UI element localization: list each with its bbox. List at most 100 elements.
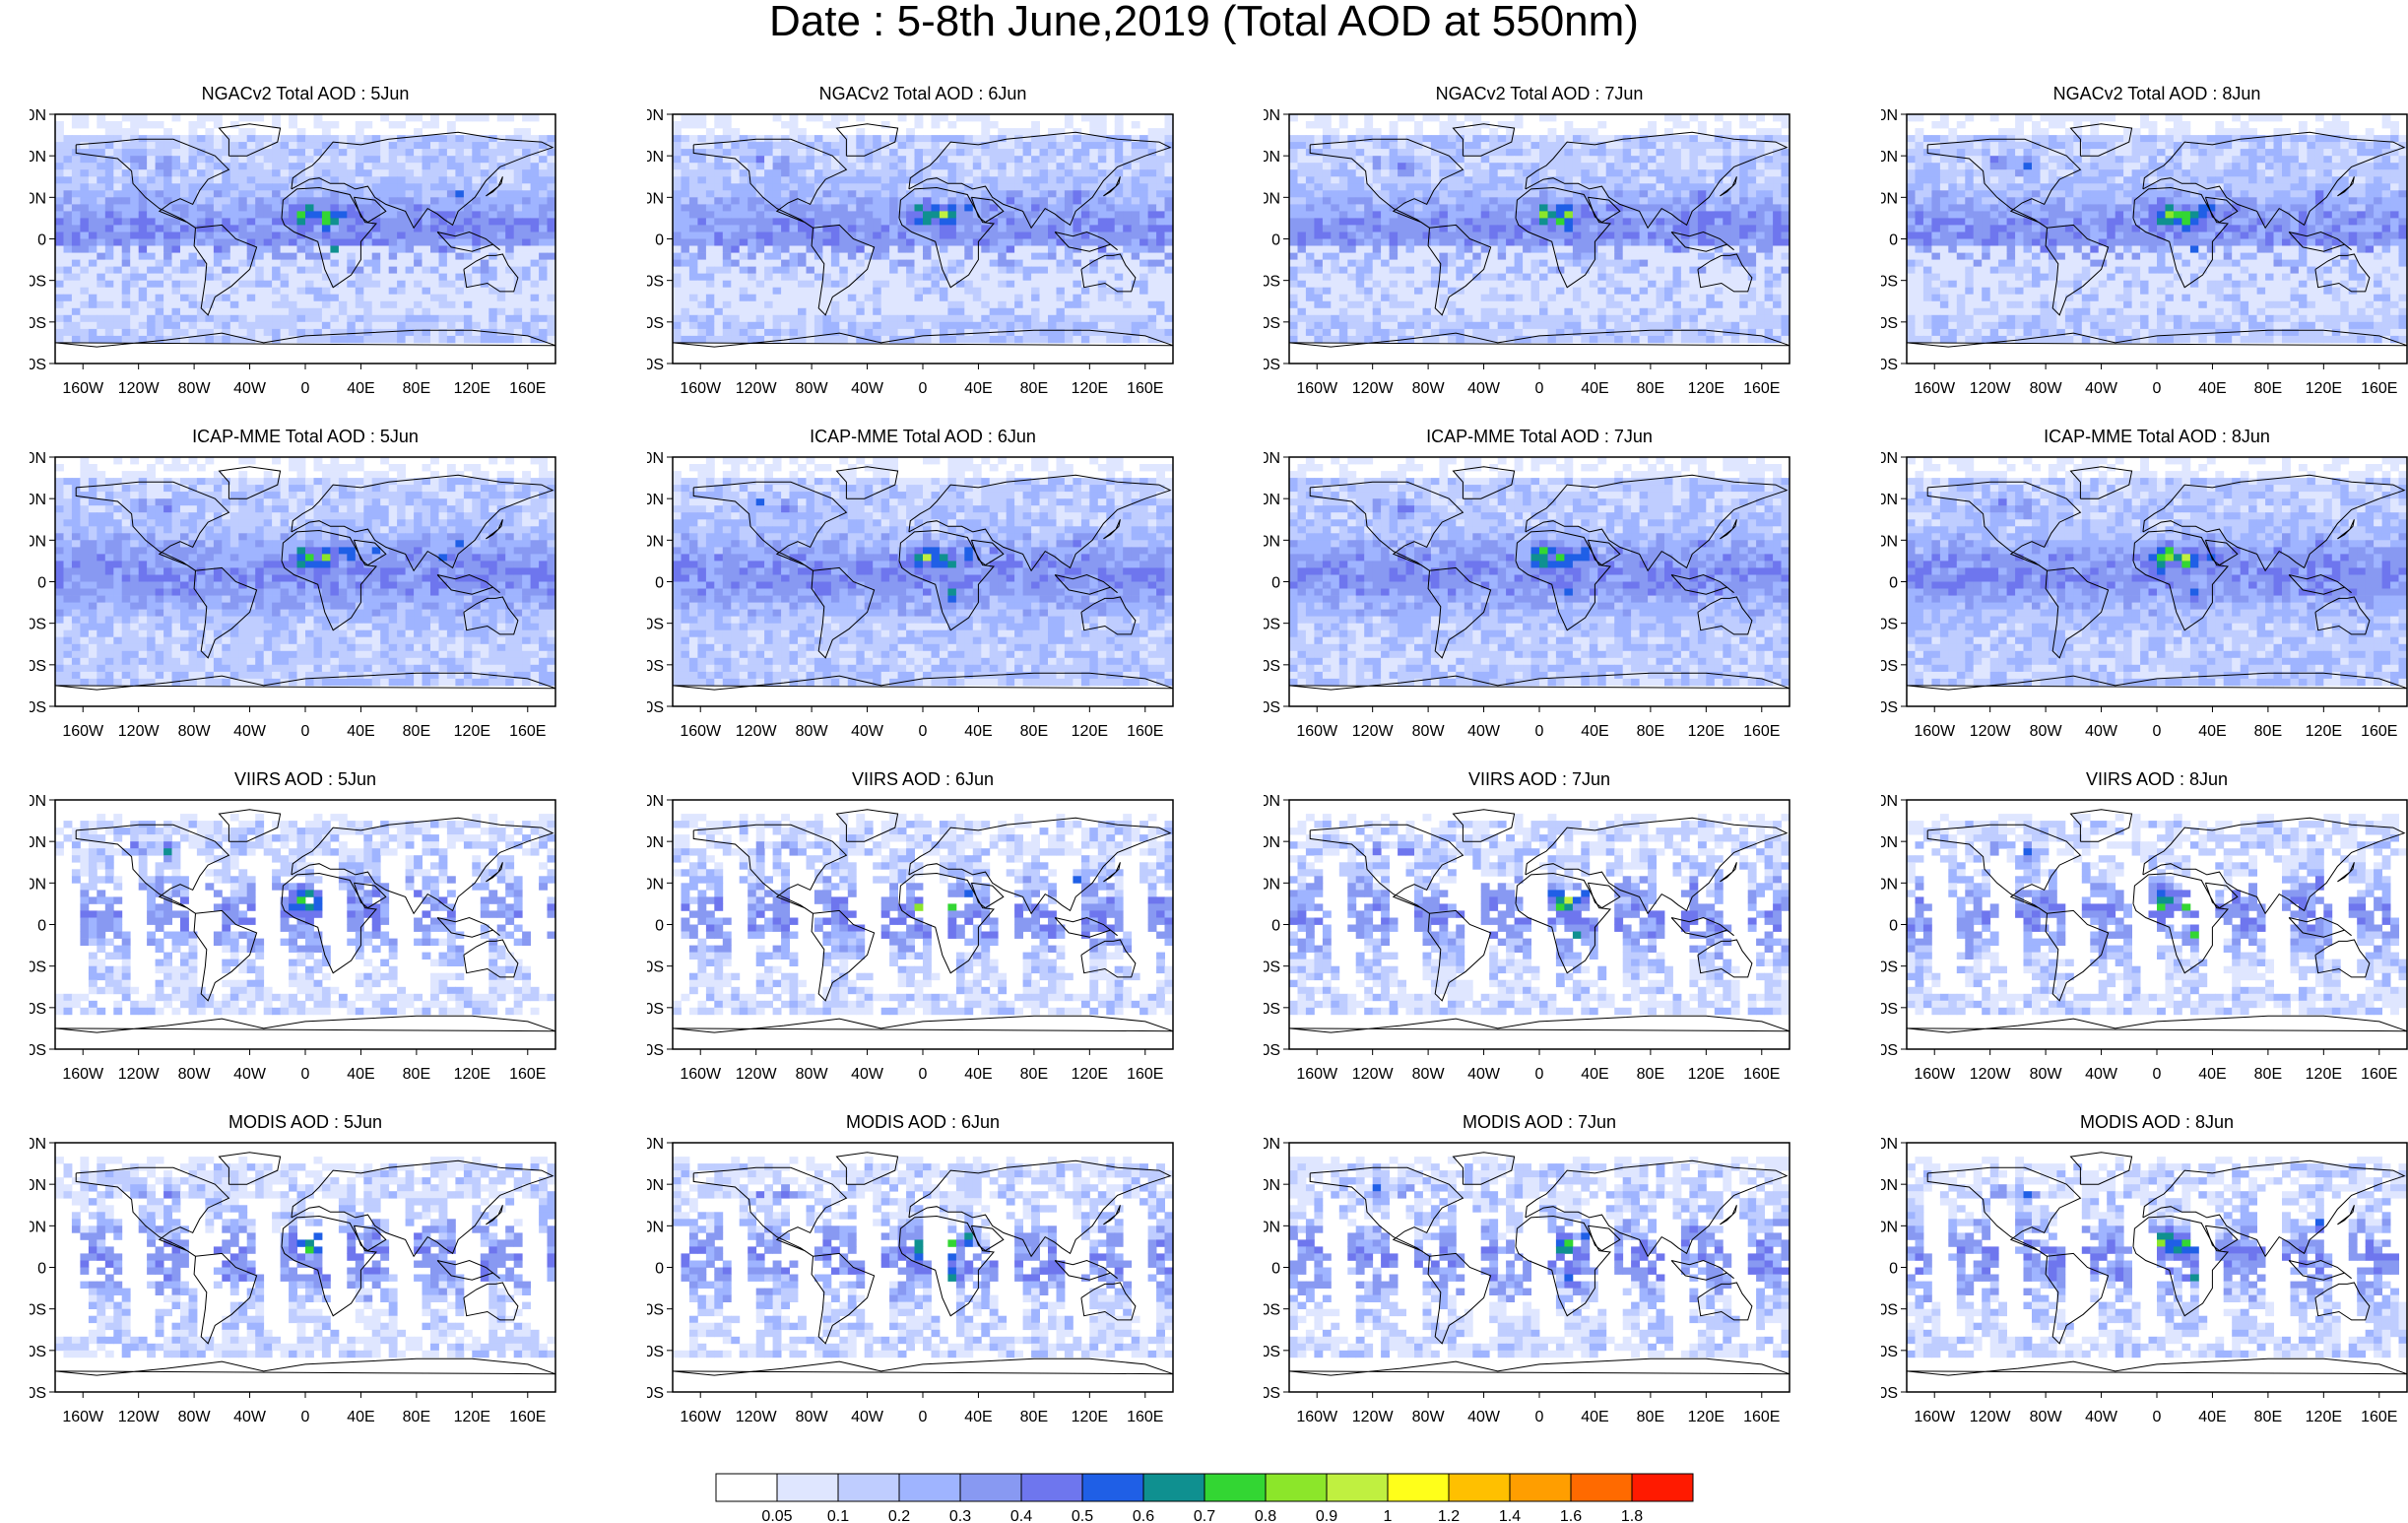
lon-tick-label: 160E (2361, 1409, 2397, 1425)
lon-tick-label: 40W (851, 723, 884, 740)
lat-tick-label: 90S (1264, 1042, 1280, 1059)
lat-tick-label: 90N (647, 793, 664, 810)
lat-tick-label: 90N (1264, 793, 1280, 810)
map-panel: MODIS AOD : 5Jun 90N 60N 30N 0 30S 60S 90S 160W 1… (30, 1111, 581, 1446)
map-panel: VIIRS AOD : 7Jun 90N 60N 30N 0 30S 60S 90S 160W 1… (1264, 768, 1815, 1103)
coastlines (672, 1152, 1174, 1376)
lat-tick-label: 90N (30, 1136, 46, 1153)
lon-tick-label: 40W (1467, 380, 1501, 397)
lon-tick-label: 120E (1688, 1066, 1725, 1083)
lon-tick-label: 40W (851, 380, 884, 397)
lon-tick-label: 80E (1637, 380, 1664, 397)
lon-tick-label: 0 (301, 380, 310, 397)
aod-map: 90N 60N 30N 0 30S 60S 90S 160W 120W 80W 40W 0 40E 80E… (647, 1136, 1174, 1425)
lon-tick-label: 40W (851, 1409, 884, 1425)
lon-tick-label: 80W (2030, 1066, 2063, 1083)
panel-title: VIIRS AOD : 8Jun (1881, 768, 2408, 790)
coastlines (1906, 1152, 2408, 1376)
lon-tick-label: 40E (347, 723, 374, 740)
lon-tick-label: 80W (796, 723, 829, 740)
lat-tick-label: 60S (30, 1001, 46, 1018)
aod-map: 90N 60N 30N 0 30S 60S 90S 160W 120W 80W 40W 0 40E 80E… (1264, 450, 1790, 740)
lon-tick-label: 80W (2030, 1409, 2063, 1425)
colorbar-label: 0.8 (1255, 1508, 1276, 1523)
lat-tick-label: 30N (1881, 1219, 1898, 1235)
lon-tick-label: 160E (1127, 380, 1163, 397)
colorbar-label: 0.4 (1010, 1508, 1032, 1523)
colorbar-swatch (1570, 1473, 1633, 1502)
lat-tick-label: 60S (647, 1344, 664, 1360)
lon-tick-label: 40E (347, 1066, 374, 1083)
aod-map: 90N 60N 30N 0 30S 60S 90S 160W 120W 80W 40W 0 40E 80E… (647, 107, 1174, 397)
lat-tick-label: 90S (30, 1042, 46, 1059)
colorbar-swatch (1509, 1473, 1572, 1502)
lat-tick-label: 90N (30, 450, 46, 467)
lon-tick-label: 40E (2198, 1409, 2226, 1425)
lat-tick-label: 30N (30, 533, 46, 550)
colorbar-label: 1.2 (1438, 1508, 1460, 1523)
lat-tick-label: 0 (655, 1261, 664, 1278)
lat-tick-label: 90N (647, 450, 664, 467)
lat-tick-label: 60N (647, 149, 664, 166)
map-panel: NGACv2 Total AOD : 8Jun90N60N30N030S60S9… (1881, 83, 2408, 418)
colorbar-label: 1.4 (1499, 1508, 1521, 1523)
aod-field (1907, 457, 2408, 687)
panel-title: MODIS AOD : 8Jun (1881, 1111, 2408, 1133)
lon-tick-label: 40W (233, 380, 267, 397)
lat-tick-label: 60N (647, 1177, 664, 1194)
lon-tick-label: 40W (2085, 723, 2118, 740)
colorbar-label: 0.3 (949, 1508, 971, 1523)
colorbar-swatch (1631, 1473, 1694, 1502)
lon-tick-label: 160W (1914, 1066, 1956, 1083)
lat-tick-label: 0 (1271, 1261, 1280, 1278)
lon-tick-label: 40E (347, 380, 374, 397)
coastlines (1288, 809, 1790, 1033)
lon-tick-label: 40W (1467, 1066, 1501, 1083)
aod-field (55, 1157, 556, 1358)
lon-tick-label: 160W (680, 380, 722, 397)
lat-tick-label: 90N (1264, 450, 1280, 467)
lat-tick-label: 60S (30, 1344, 46, 1360)
lon-tick-label: 120W (736, 1066, 778, 1083)
lon-tick-label: 80W (1412, 1066, 1446, 1083)
panel-title: NGACv2 Total AOD : 5Jun (30, 83, 581, 104)
lat-tick-label: 60S (30, 315, 46, 332)
lon-tick-label: 120W (118, 380, 161, 397)
lon-tick-label: 40W (1467, 723, 1501, 740)
lat-tick-label: 60N (1264, 834, 1280, 851)
aod-field (1289, 114, 1790, 344)
coastlines (54, 1152, 556, 1376)
aod-map: 90N 60N 30N 0 30S 60S 90S 160W 120W 80W 40W 0 40E 80E… (647, 450, 1174, 740)
colorbar-swatch (898, 1473, 961, 1502)
lon-tick-label: 80W (2030, 723, 2063, 740)
lon-tick-label: 80W (796, 1409, 829, 1425)
lat-tick-label: 30S (30, 960, 46, 976)
aod-field (1289, 457, 1790, 687)
lon-tick-label: 80E (1020, 380, 1048, 397)
lon-tick-label: 0 (301, 723, 310, 740)
panel-title: MODIS AOD : 7Jun (1264, 1111, 1815, 1133)
lon-tick-label: 160E (509, 723, 546, 740)
coastlines (672, 123, 1174, 348)
lat-tick-label: 60S (1264, 315, 1280, 332)
aod-map: 90N 60N 30N 0 30S 60S 90S 160W 120W 80W 40W 0 40E 80E… (1881, 793, 2408, 1083)
lat-tick-label: 30N (1264, 1219, 1280, 1235)
lat-tick-label: 60S (647, 315, 664, 332)
lat-tick-label: 60S (1881, 315, 1898, 332)
colorbar-label: 1.6 (1560, 1508, 1582, 1523)
aod-map: 90N 60N 30N 0 30S 60S 90S 160W 120W 80W 40W 0 40E 80E… (1881, 1136, 2408, 1425)
lon-tick-label: 40E (964, 723, 992, 740)
lon-tick-label: 80W (796, 380, 829, 397)
lon-tick-label: 120E (454, 723, 490, 740)
map-panel: NGACv2 Total AOD : 5Jun90N60N30N030S60S9… (30, 83, 581, 418)
coastlines (672, 809, 1174, 1033)
lat-tick-label: 90S (1264, 1385, 1280, 1402)
map-panel: VIIRS AOD : 6Jun 90N 60N 30N 0 30S 60S 90S 160W 1… (647, 768, 1199, 1103)
lat-tick-label: 0 (37, 1261, 46, 1278)
panel-title: ICAP-MME Total AOD : 8Jun (1881, 426, 2408, 447)
colorbar-swatch (1081, 1473, 1144, 1502)
lon-tick-label: 120E (1688, 380, 1725, 397)
aod-map: 90N 60N 30N 0 30S 60S 90S 160W 120W 80W 40W 0 40E 80E… (1264, 107, 1790, 397)
lat-tick-label: 30S (30, 617, 46, 633)
lon-tick-label: 120E (1688, 1409, 1725, 1425)
